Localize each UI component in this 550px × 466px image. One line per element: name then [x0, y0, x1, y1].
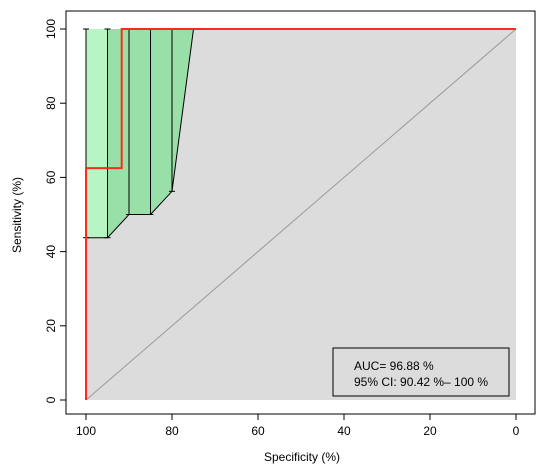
- plot-frame: [65, 10, 536, 415]
- ci-lower-boundary: [86, 28, 194, 239]
- x-axis-title: Specificity (%): [264, 450, 340, 464]
- ci-band-segment: [86, 29, 108, 238]
- y-tick-label: 60: [44, 170, 58, 184]
- legend-auc: AUC= 96.88 %: [354, 359, 434, 373]
- x-tick-label: 20: [423, 424, 437, 438]
- roc-curve: [85, 28, 516, 400]
- ci-band-segment: [107, 29, 129, 238]
- axes-layer: 100 80 60 40 20 0 0 20 40 60 80 100: [44, 10, 536, 438]
- y-tick-label: 80: [44, 96, 58, 110]
- x-tick-label: 80: [165, 424, 179, 438]
- y-tick-label: 20: [44, 319, 58, 333]
- y-axis-title: Sensitivity (%): [10, 177, 24, 253]
- ci-band-segment: [150, 29, 172, 215]
- legend-box: [332, 347, 510, 397]
- y-tick-label: 100: [44, 19, 58, 39]
- plot-layer: [83, 28, 517, 401]
- x-tick-label: 100: [76, 424, 96, 438]
- legend-ci: 95% CI: 90.42 %– 100 %: [354, 375, 488, 389]
- diagonal-reference-line: [85, 28, 517, 401]
- x-tick-label: 60: [251, 424, 265, 438]
- x-tick-label: 0: [513, 424, 520, 438]
- ci-band-segment: [129, 29, 151, 215]
- x-tick-label: 40: [337, 424, 351, 438]
- y-tick-label: 0: [44, 396, 58, 403]
- y-tick-label: 40: [44, 245, 58, 259]
